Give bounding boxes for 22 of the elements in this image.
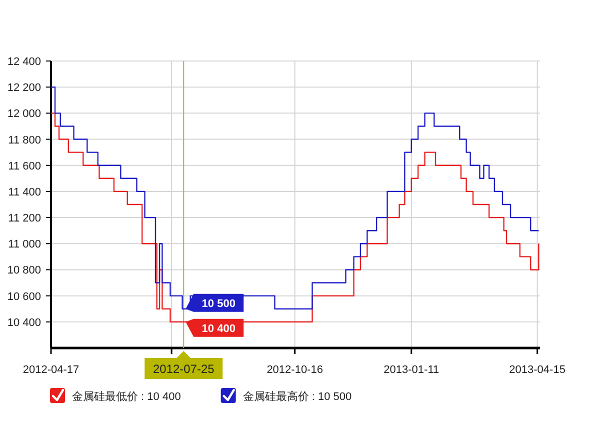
legend-item: 金属硅最低价 : 10 400 (50, 388, 181, 403)
x-tick-label: 2012-10-16 (266, 364, 323, 376)
legend-label: 金属硅最低价 : 10 400 (72, 390, 181, 403)
y-tick-label: 11 800 (8, 134, 41, 146)
annotation: 10 400 (202, 322, 236, 335)
x-tick-label: 2012-04-17 (22, 364, 80, 376)
x-tick-label: 2013-04-15 (509, 364, 566, 376)
ref-line-label: 2012-07-25 (152, 362, 215, 376)
annotation: 10 500 (202, 298, 236, 310)
y-tick-label: 11 000 (8, 238, 41, 251)
legend-label: 金属硅最高价 : 10 500 (242, 390, 352, 403)
y-tick-label: 10 800 (7, 264, 41, 277)
y-tick-label: 12 000 (7, 108, 41, 120)
y-tick-label: 10 600 (7, 290, 41, 303)
y-tick-label: 12 200 (7, 82, 41, 94)
x-tick-label: 2013-01-11 (384, 364, 440, 376)
y-tick-label: 11 200 (8, 212, 41, 225)
y-tick-label: 11 600 (8, 160, 41, 172)
legend-item: 金属硅最高价 : 10 500 (220, 388, 352, 403)
y-tick-label: 10 400 (7, 316, 41, 329)
y-tick-label: 11 400 (8, 186, 41, 198)
y-tick-label: 12 400 (7, 56, 41, 68)
